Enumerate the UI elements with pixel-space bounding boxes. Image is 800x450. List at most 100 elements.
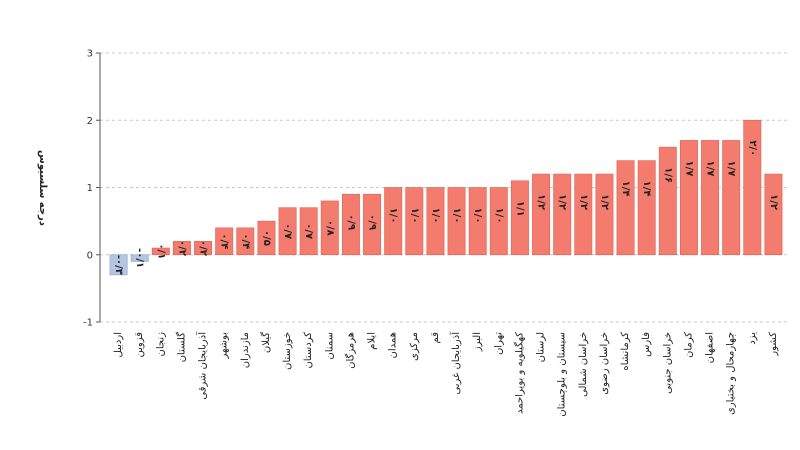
bar (130, 254, 149, 262)
category-label: ایلام (367, 332, 378, 350)
bar (215, 227, 234, 256)
bar-value-label: ۱/۰ (493, 208, 504, 224)
bar-value-label: ۱/۷ (683, 160, 694, 176)
labels: -1 0 1 2 3 -۰/۳ اردبیل -۰/۱ قزوین ۰/۱ زنجان ۰/۲ گلست… (83, 49, 779, 417)
y-axis-title: درجه سلسیوس (37, 150, 48, 226)
bar-value-label: ۰/۱ (155, 243, 166, 259)
y-tick-label: 1 (87, 183, 93, 194)
bar-value-label: ۱/۷ (705, 160, 716, 176)
category-label: یزد (747, 332, 758, 345)
bar-value-label: ۱/۴ (641, 181, 652, 197)
bar (595, 173, 614, 256)
bar-value-label: ۱/۲ (599, 194, 610, 210)
bar-value-label: ۱/۲ (578, 194, 589, 210)
category-label: سمنان (324, 332, 335, 360)
bar (489, 187, 508, 256)
bar (764, 173, 783, 256)
category-label: آذربایجان شرقی (196, 331, 209, 400)
bar-value-label: ۱/۱ (514, 201, 525, 217)
y-tick-label: 0 (87, 250, 93, 261)
category-label: تهران (493, 332, 504, 355)
bar-value-label: ۰/۷ (282, 223, 293, 239)
bar-value-label: ۱/۶ (662, 167, 673, 183)
bar-value-label: ۱/۴ (620, 181, 631, 197)
category-label: خراسان شمالی (578, 332, 589, 397)
bar-value-label: ۱/۲ (768, 194, 779, 210)
bar (701, 140, 720, 256)
bar (320, 200, 339, 256)
category-label: البرز (472, 332, 483, 352)
grid-lines (100, 52, 790, 323)
bar (658, 146, 677, 256)
category-label: کرمان (683, 332, 694, 358)
bar (426, 187, 445, 256)
bar (278, 207, 297, 256)
category-label: فارس (641, 332, 652, 357)
category-label: آذربایجان غربی (449, 331, 462, 395)
category-label: کشور (768, 332, 779, 357)
bar-value-label: ۱/۰ (451, 208, 462, 224)
category-label: گلستان (175, 332, 187, 363)
bar (363, 193, 382, 256)
category-label: بوشهر (219, 332, 230, 359)
category-label: چهارمحال و بختیاری (726, 332, 737, 415)
bar-value-label: ۱/۲ (536, 194, 547, 210)
category-label: قم (430, 332, 441, 344)
bar (384, 187, 403, 256)
category-label: هرمزگان (344, 332, 356, 369)
bar (510, 180, 529, 256)
bar-value-label: ۰/۲ (198, 240, 209, 256)
bar (574, 173, 593, 256)
category-label: سیستان و بلوچستان (557, 332, 568, 417)
bar (532, 173, 551, 256)
bar (743, 119, 762, 256)
bar-value-label: ۰/۲ (176, 240, 187, 256)
category-label: خوزستان (282, 332, 293, 370)
bar (679, 140, 698, 256)
bar-value-label: ۰/۴ (219, 233, 230, 249)
bar (109, 254, 128, 276)
bar-value-label: ۱/۰ (472, 208, 483, 224)
bar (405, 187, 424, 256)
bar-value-label: ۰/۴ (240, 233, 251, 249)
category-label: مرکزی (409, 332, 420, 361)
bar-value-label: ۰/۹ (345, 214, 356, 230)
category-label: اصفهان (705, 332, 716, 363)
bar-value-label: ۱/۷ (726, 160, 737, 176)
y-tick-label: -1 (83, 318, 93, 329)
category-label: مازندران (240, 332, 251, 368)
bar (299, 207, 318, 256)
bar-value-label: ۰/۸ (324, 220, 335, 236)
bar (194, 241, 213, 256)
bar-value-label: -۰/۱ (134, 248, 145, 268)
bar-value-label: ۱/۰ (430, 208, 441, 224)
axes (96, 52, 101, 323)
bar (553, 173, 572, 256)
bar (151, 247, 170, 256)
category-label: همدان (388, 332, 399, 358)
bar-value-label: ۱/۲ (557, 194, 568, 210)
category-label: زنجان (155, 332, 166, 357)
category-label: کردستان (303, 332, 314, 369)
category-label: خراسان رضوی (599, 332, 610, 395)
bar-value-label: ۲/۰ (747, 140, 758, 156)
category-label: قزوین (134, 332, 145, 358)
category-label: کهگیلویه و بویراحمد (513, 332, 525, 414)
category-label: خراسان جنوبی (662, 332, 673, 394)
bar-value-label: ۱/۰ (409, 208, 420, 224)
bar (447, 187, 466, 256)
bar (616, 160, 635, 256)
bar (722, 140, 741, 256)
bar-value-label: ۰/۵ (261, 230, 272, 246)
bar-value-label: ۰/۹ (367, 214, 378, 230)
bars (109, 119, 783, 276)
category-label: لرستان (536, 332, 547, 362)
bar (236, 227, 255, 256)
bar (637, 160, 656, 256)
y-tick-label: 2 (87, 116, 93, 127)
category-label: گیلان (260, 332, 272, 353)
bar (172, 241, 191, 256)
bar (257, 220, 276, 256)
